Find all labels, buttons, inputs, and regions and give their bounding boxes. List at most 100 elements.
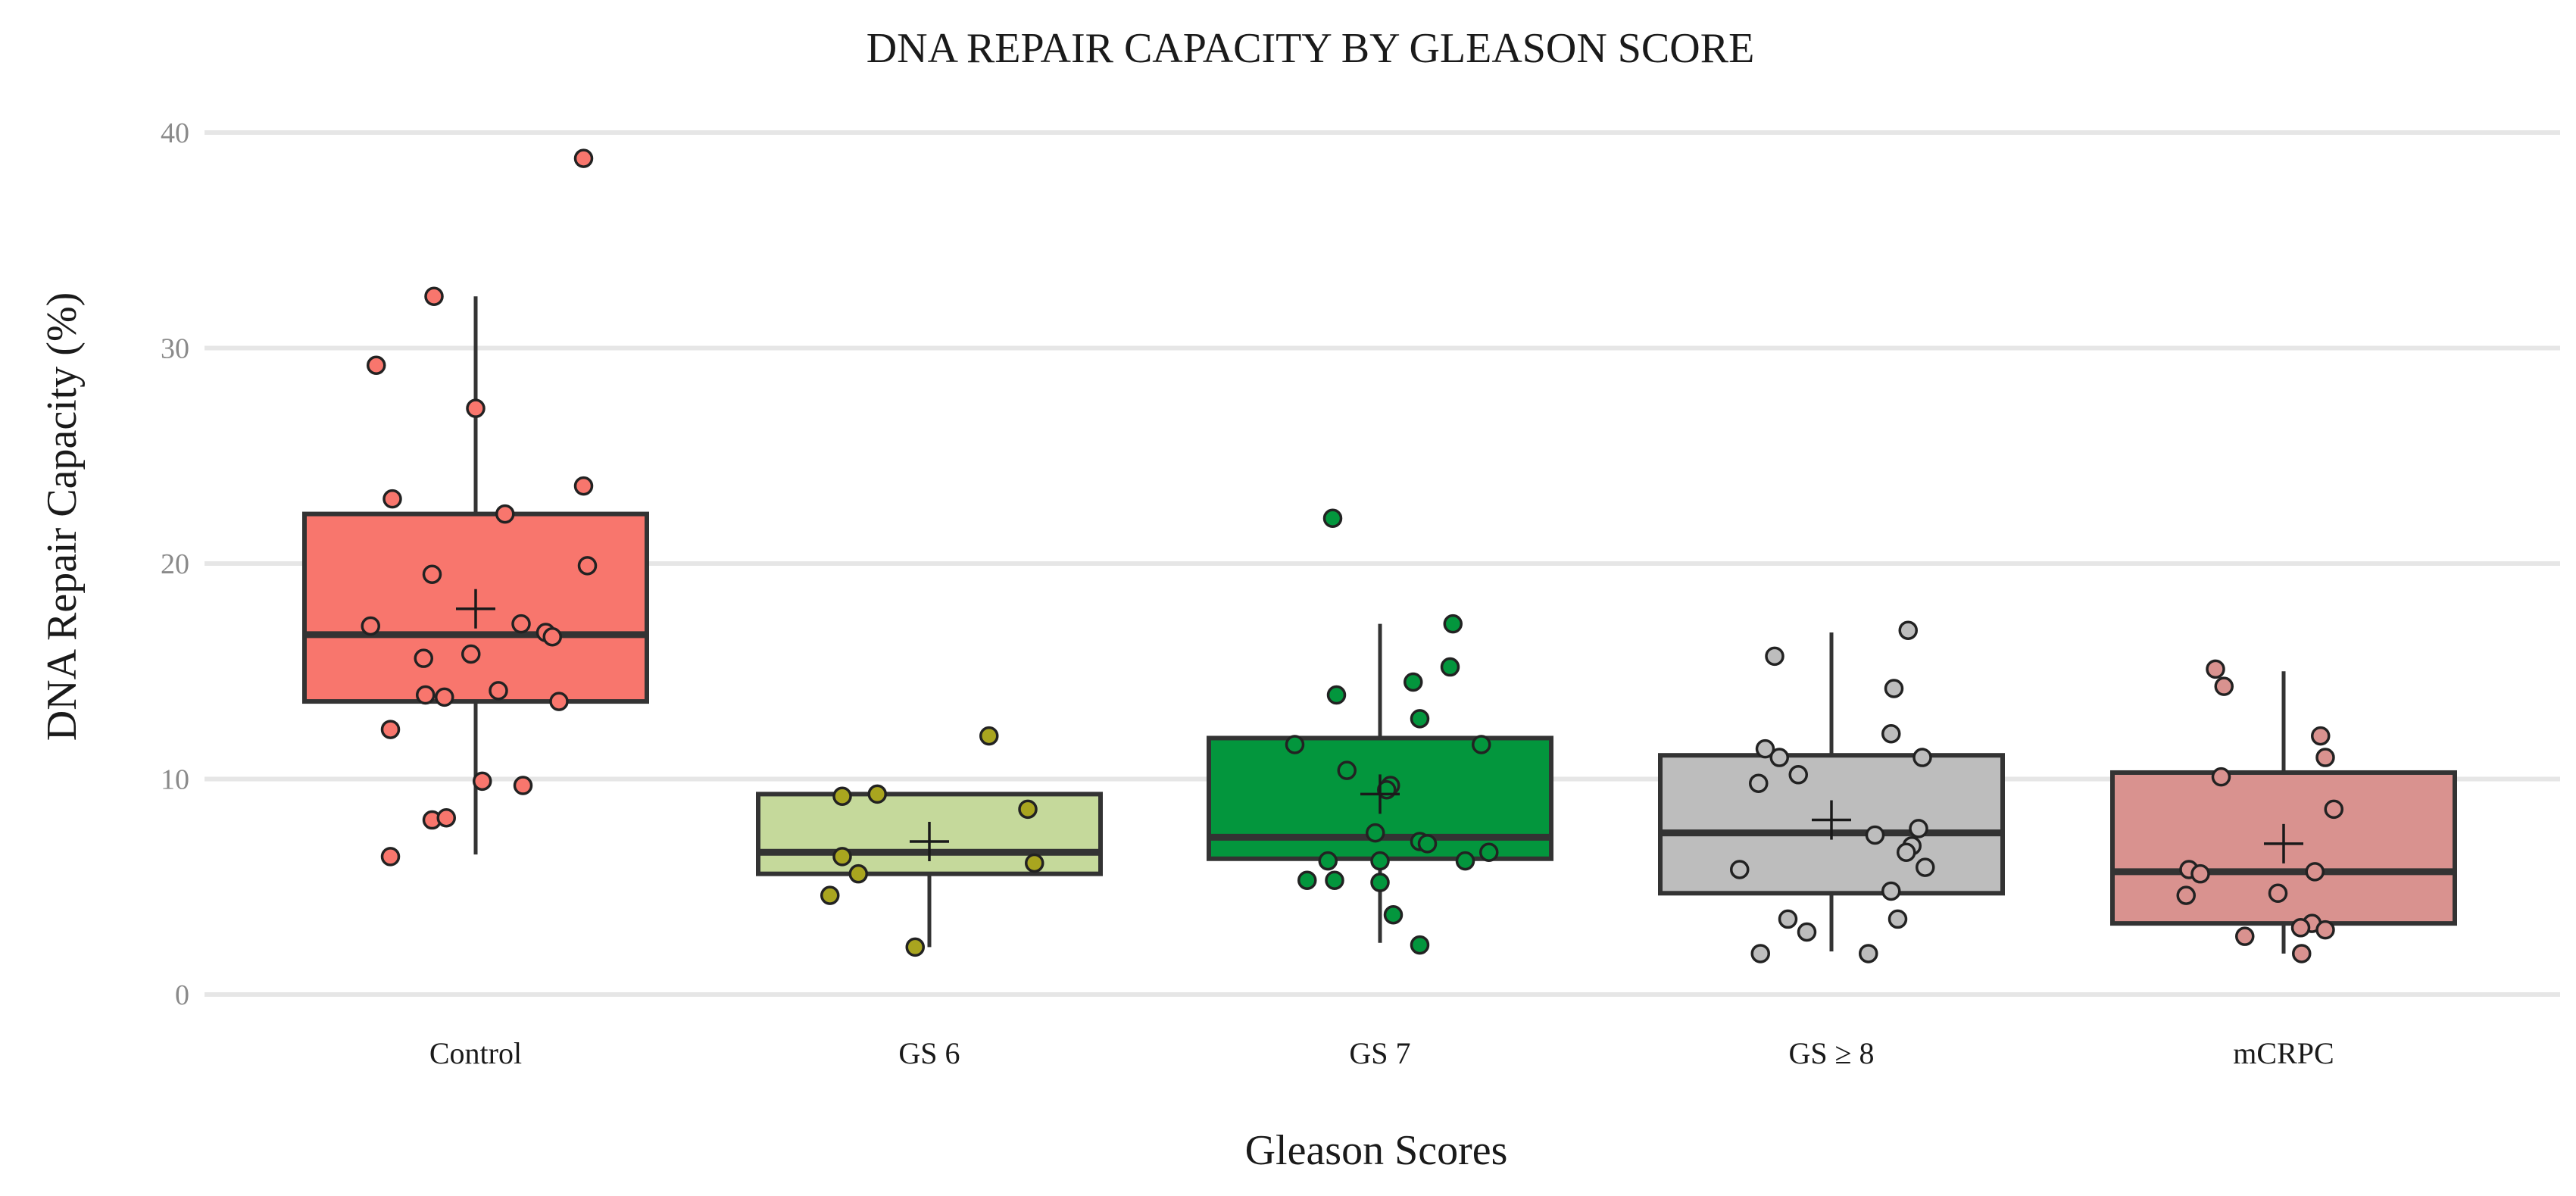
gs-6-point-5 xyxy=(832,847,852,867)
gs-8-point-19 xyxy=(1797,922,1817,942)
control-point-2 xyxy=(424,286,444,306)
gs-7-point-23 xyxy=(1410,935,1430,955)
control-point-24 xyxy=(436,807,456,828)
mcrpc-point-5 xyxy=(2211,767,2231,787)
x-tick-label-gs-8: GS ≥ 8 xyxy=(1788,1036,1874,1070)
point-layer xyxy=(361,148,2343,963)
gs-7-point-16 xyxy=(1318,851,1338,871)
mcrpc-point-15 xyxy=(2235,926,2255,946)
gs-6-point-1 xyxy=(979,726,999,746)
control-mean-marker xyxy=(456,589,495,629)
gs-7-point-7 xyxy=(1285,735,1305,754)
y-axis-title: DNA Repair Capacity (%) xyxy=(39,292,86,741)
gs-6-point-4 xyxy=(1018,799,1038,820)
gs-7-point-4 xyxy=(1404,672,1423,692)
gs-8-point-14 xyxy=(1730,860,1750,879)
gs-8-point-21 xyxy=(1859,944,1878,963)
gs-6-point-9 xyxy=(905,937,925,957)
gs-7-point-14 xyxy=(1417,834,1438,854)
mcrpc-point-10 xyxy=(2176,885,2196,905)
gs-7-point-8 xyxy=(1472,735,1491,754)
control-point-16 xyxy=(416,685,436,705)
gs-7-point-17 xyxy=(1370,851,1390,871)
x-axis-title: Gleason Scores xyxy=(1245,1127,1508,1174)
mcrpc-point-1 xyxy=(2206,659,2225,679)
mcrpc-point-3 xyxy=(2311,726,2331,746)
mcrpc-point-2 xyxy=(2214,676,2234,696)
gs-7-point-21 xyxy=(1370,873,1390,892)
y-tick-label-30: 30 xyxy=(161,333,189,365)
gs-7-point-1 xyxy=(1322,508,1343,529)
gs-8-point-5 xyxy=(1755,739,1775,759)
y-tick-label-10: 10 xyxy=(161,764,189,796)
control-point-20 xyxy=(380,720,401,739)
gs-8-point-7 xyxy=(1912,748,1932,767)
gs-8-point-3 xyxy=(1884,679,1904,698)
control-point-11 xyxy=(511,614,531,634)
y-tick-label-40: 40 xyxy=(161,117,189,149)
box-layer xyxy=(302,296,2457,954)
control-point-18 xyxy=(489,681,508,701)
x-tick-label-gs-6: GS 6 xyxy=(898,1036,960,1070)
gs-7-point-22 xyxy=(1383,904,1404,925)
mcrpc-point-4 xyxy=(2315,748,2335,767)
mcrpc-point-16 xyxy=(2292,944,2312,963)
gs-8-point-18 xyxy=(1888,909,1908,929)
gs-6-point-2 xyxy=(832,786,852,807)
control-point-7 xyxy=(495,504,515,524)
gs-7-point-20 xyxy=(1325,870,1344,890)
gs-6-point-6 xyxy=(1025,853,1044,873)
gs-8-point-2 xyxy=(1765,646,1784,667)
gs-7-point-12 xyxy=(1366,823,1385,843)
gs-7-point-2 xyxy=(1443,614,1463,634)
gs-8-point-20 xyxy=(1750,944,1770,963)
control-point-1 xyxy=(573,148,594,168)
gs-6-point-8 xyxy=(820,885,840,905)
gs-8-point-13 xyxy=(1897,842,1916,862)
gs-8-point-16 xyxy=(1881,881,1901,901)
control-point-22 xyxy=(513,776,533,795)
x-tick-label-mcrpc: mCRPC xyxy=(2233,1036,2334,1070)
y-axis-ticks: 0 10 20 30 40 xyxy=(161,117,189,1011)
gs-8-point-9 xyxy=(1749,773,1769,793)
gs-8-point-6 xyxy=(1769,748,1789,767)
gs-8-point-1 xyxy=(1898,620,1918,640)
gs-8-point-4 xyxy=(1881,724,1901,744)
control-point-13 xyxy=(542,626,562,647)
gs-8-point-11 xyxy=(1909,819,1928,838)
control-point-14 xyxy=(414,648,433,668)
control-point-25 xyxy=(380,847,401,867)
control-point-3 xyxy=(367,355,386,376)
control-point-9 xyxy=(422,564,442,584)
gs-7-point-5 xyxy=(1326,685,1347,705)
control-point-21 xyxy=(473,771,492,792)
control-point-17 xyxy=(435,687,454,707)
mcrpc-point-9 xyxy=(2305,862,2325,882)
control-point-5 xyxy=(382,489,402,509)
mcrpc-point-13 xyxy=(2290,918,2311,938)
gs-7-mean-marker xyxy=(1360,774,1400,814)
gs-6-mean-marker xyxy=(910,822,949,862)
mcrpc-point-11 xyxy=(2268,883,2288,904)
control-point-6 xyxy=(573,476,594,496)
x-tick-label-gs-7: GS 7 xyxy=(1349,1036,1410,1070)
mcrpc-point-6 xyxy=(2324,799,2343,820)
gs-7-point-15 xyxy=(1479,842,1499,862)
gs-7-point-3 xyxy=(1440,657,1460,677)
gs-6-point-7 xyxy=(848,863,868,884)
y-tick-label-20: 20 xyxy=(161,548,189,580)
control-point-15 xyxy=(461,644,481,664)
gs-8-point-8 xyxy=(1788,765,1808,785)
chart-title: DNA REPAIR CAPACITY BY GLEASON SCORE xyxy=(866,25,1755,72)
gs-7-point-9 xyxy=(1337,760,1357,780)
gs-7-point-19 xyxy=(1297,870,1317,890)
control-point-8 xyxy=(577,556,598,576)
gs-7-point-18 xyxy=(1455,851,1475,871)
mcrpc-mean-marker xyxy=(2264,823,2303,863)
gs-7-point-6 xyxy=(1410,709,1430,729)
x-tick-label-control: Control xyxy=(429,1036,522,1070)
mcrpc-point-14 xyxy=(2315,920,2335,940)
gs-8-point-15 xyxy=(1916,857,1935,877)
x-axis-ticks: Control GS 6 GS 7 GS ≥ 8 mCRPC xyxy=(429,1036,2334,1070)
